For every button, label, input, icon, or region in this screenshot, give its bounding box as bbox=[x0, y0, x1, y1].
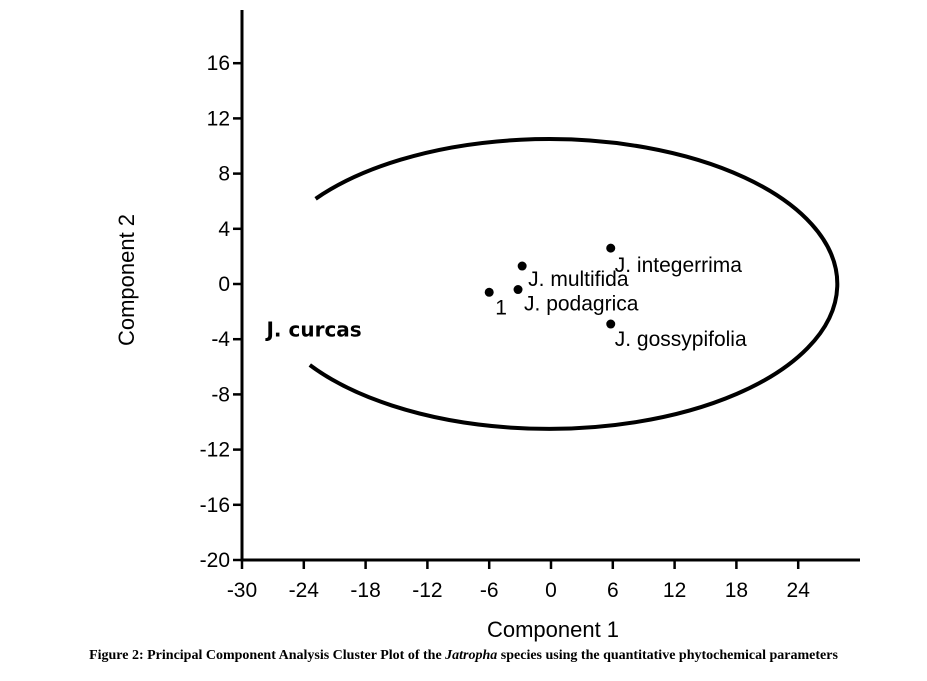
cluster-label: J. curcas bbox=[264, 317, 361, 341]
y-tick-label: -8 bbox=[211, 383, 230, 406]
x-tick-label: -18 bbox=[350, 579, 380, 602]
x-tick-label: 24 bbox=[787, 579, 811, 602]
y-tick-label: 16 bbox=[207, 52, 230, 75]
x-tick-label: -6 bbox=[480, 579, 499, 602]
x-axis-title: Component 1 bbox=[487, 617, 619, 642]
y-tick-label: -20 bbox=[200, 549, 230, 572]
y-axis-title: Component 2 bbox=[114, 214, 139, 346]
caption-prefix: Figure 2: Principal Component Analysis C… bbox=[89, 648, 446, 663]
data-point bbox=[484, 287, 494, 297]
y-tick-label: 12 bbox=[207, 107, 230, 130]
caption-genus: Jatropha bbox=[445, 648, 498, 663]
point-label: J. multifida bbox=[528, 268, 629, 291]
data-point bbox=[606, 319, 616, 329]
point-label: 1 bbox=[495, 296, 507, 319]
y-tick-label: 8 bbox=[218, 163, 230, 186]
x-tick-label: -12 bbox=[412, 579, 442, 602]
cluster-ellipse bbox=[308, 137, 840, 431]
data-point bbox=[606, 243, 616, 253]
y-tick-label: -12 bbox=[200, 439, 230, 462]
point-label: J. gossypifolia bbox=[615, 328, 747, 351]
pca-cluster-plot: J. curcas -30 -24 -18 -12 -6 0 6 12 18 24 -20-16-… bbox=[114, 10, 860, 642]
data-point bbox=[513, 285, 523, 295]
figure-caption: Figure 2: Principal Component Analysis C… bbox=[0, 648, 927, 664]
y-tick-label: 4 bbox=[218, 218, 230, 241]
x-tick-label: 18 bbox=[725, 579, 748, 602]
x-tick-label: 6 bbox=[607, 579, 619, 602]
x-tick-label: 0 bbox=[545, 579, 557, 602]
y-tick-label: -4 bbox=[211, 328, 230, 351]
point-label: J. integerrima bbox=[615, 254, 743, 277]
caption-suffix: species using the quantitative phytochem… bbox=[497, 648, 838, 663]
data-point bbox=[517, 261, 527, 271]
point-label: J. podagrica bbox=[524, 293, 639, 316]
x-tick-label: -30 bbox=[227, 579, 257, 602]
x-tick-label: 12 bbox=[663, 579, 686, 602]
y-tick-label: 0 bbox=[218, 273, 230, 296]
y-tick-label: -16 bbox=[200, 494, 230, 517]
x-tick-label: -24 bbox=[289, 579, 320, 602]
